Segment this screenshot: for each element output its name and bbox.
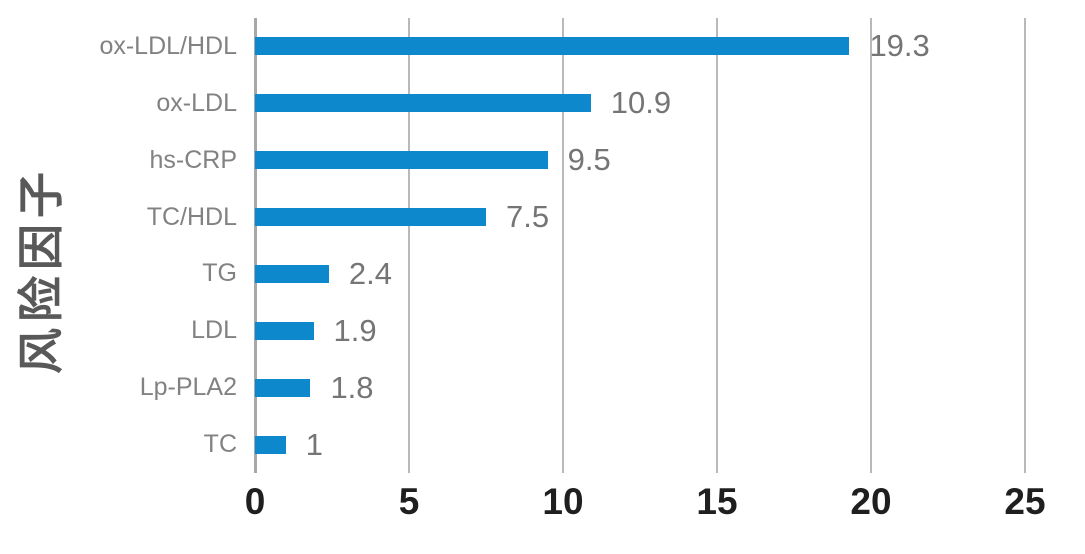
bar-row-ox-ldl-hdl: 19.3: [255, 18, 1025, 75]
bar-ldl: [255, 321, 314, 340]
value-label-ox-ldl-hdl: 19.3: [869, 28, 930, 64]
bar-row-lp-pla2: 1.8: [255, 359, 1025, 416]
gridline-x-20: [870, 18, 872, 473]
category-label-tc-hdl: TC/HDL: [146, 202, 237, 231]
category-label-tc: TC: [203, 430, 237, 459]
value-label-tg: 2.4: [348, 255, 393, 291]
bar-row-ox-ldl: 10.9: [255, 75, 1025, 132]
x-tick-label-0: 0: [244, 481, 266, 522]
value-label-tc: 1: [305, 426, 324, 462]
bar-row-tc: 1: [255, 416, 1025, 473]
bar-ox-ldl-hdl: [255, 37, 850, 56]
bar-hs-crp: [255, 151, 548, 170]
category-axis: ox-LDL/HDL ox-LDL hs-CRP TC/HDL TG LDL Lp-PLA2…: [0, 18, 237, 473]
bar-tc-hdl: [255, 208, 486, 227]
value-label-ox-ldl: 10.9: [610, 85, 672, 121]
bar-row-hs-crp: 9.5: [255, 132, 1025, 189]
category-label-ox-ldl: ox-LDL: [156, 88, 237, 117]
x-tick-label-25: 25: [1004, 481, 1046, 522]
plot-area: 19.3 10.9 9.5 7.5 2.4 1.9 1.8 1: [254, 18, 1026, 473]
value-label-hs-crp: 9.5: [567, 142, 611, 178]
gridline-x-10: [562, 18, 564, 473]
x-tick-label-5: 5: [398, 481, 420, 522]
value-label-ldl: 1.9: [333, 312, 377, 348]
gridline-x-25: [1024, 18, 1026, 473]
bar-row-tc-hdl: 7.5: [255, 189, 1025, 246]
bar-row-ldl: 1.9: [255, 302, 1025, 359]
value-label-lp-pla2: 1.8: [330, 369, 374, 405]
gridline-x-15: [716, 18, 718, 473]
category-label-ldl: LDL: [191, 316, 237, 345]
bar-tg: [255, 264, 329, 283]
bar-lp-pla2: [255, 378, 311, 397]
bar-ox-ldl: [255, 94, 591, 113]
gridline-x-5: [408, 18, 410, 473]
bar-row-tg: 2.4: [255, 246, 1025, 303]
category-label-hs-crp: hs-CRP: [149, 145, 237, 174]
x-axis: 0 5 10 15 20 25: [245, 473, 1046, 543]
category-label-ox-ldl-hdl: ox-LDL/HDL: [99, 31, 237, 60]
x-tick-label-15: 15: [696, 481, 738, 522]
x-tick-label-10: 10: [542, 481, 584, 522]
bar-tc: [255, 435, 286, 454]
y-axis-line: [254, 18, 257, 473]
category-label-tg: TG: [202, 259, 237, 288]
value-label-tc-hdl: 7.5: [506, 199, 550, 235]
category-label-lp-pla2: Lp-PLA2: [139, 373, 237, 402]
x-tick-label-20: 20: [850, 481, 892, 522]
